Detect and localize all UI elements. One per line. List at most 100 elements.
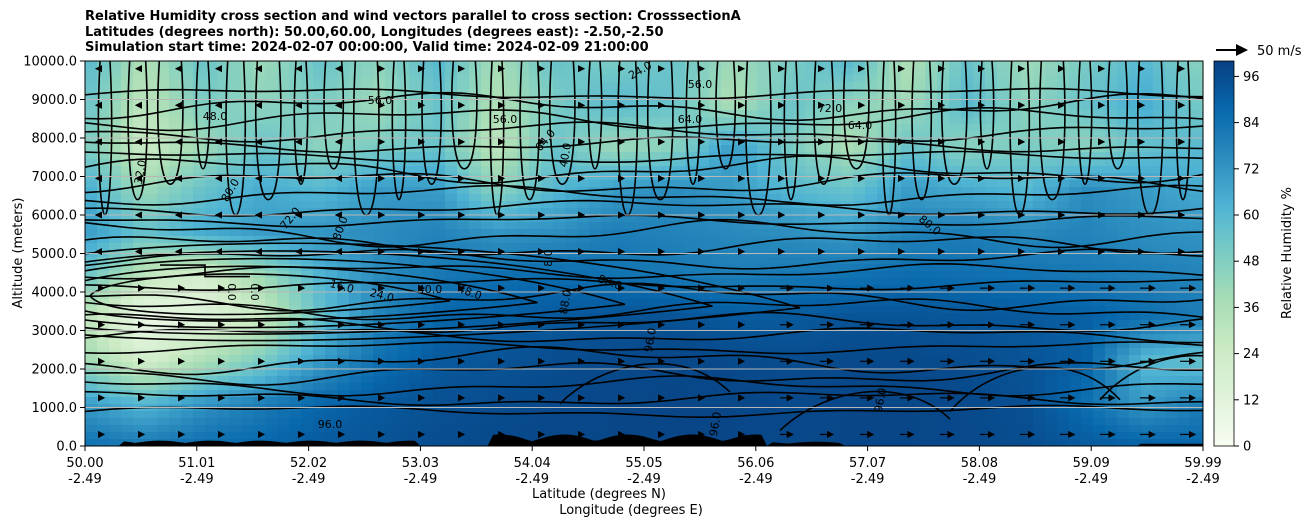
rh-cell [337, 138, 350, 146]
rh-cell [373, 292, 386, 300]
rh-cell [421, 215, 434, 223]
rh-cell [277, 320, 290, 328]
rh-cell [1105, 348, 1118, 356]
rh-cell [1069, 215, 1082, 223]
rh-cell [1129, 411, 1142, 419]
rh-cell [313, 390, 326, 398]
rh-cell [817, 257, 830, 265]
rh-cell [1153, 89, 1166, 97]
rh-cell [1153, 418, 1166, 426]
rh-cell [289, 180, 302, 188]
rh-cell [1093, 89, 1106, 97]
rh-cell [1045, 383, 1058, 391]
rh-cell [385, 75, 398, 83]
rh-cell [1069, 257, 1082, 265]
rh-cell [685, 110, 698, 118]
rh-cell [397, 117, 410, 125]
rh-cell [1153, 264, 1166, 272]
rh-cell [325, 341, 338, 349]
rh-cell [1057, 264, 1070, 272]
rh-cell [481, 103, 494, 111]
rh-cell [973, 285, 986, 293]
rh-cell [205, 61, 218, 69]
rh-cell [613, 292, 626, 300]
rh-cell [397, 229, 410, 237]
rh-cell [985, 124, 998, 132]
rh-cell [109, 341, 122, 349]
rh-cell [109, 117, 122, 125]
rh-cell [901, 159, 914, 167]
rh-cell [757, 180, 770, 188]
rh-cell [1033, 348, 1046, 356]
rh-cell [313, 397, 326, 405]
rh-cell [145, 89, 158, 97]
chart-title: Relative Humidity cross section and wind… [85, 9, 741, 56]
rh-cell [1117, 383, 1130, 391]
rh-cell [973, 299, 986, 307]
rh-cell [721, 159, 734, 167]
rh-cell [517, 187, 530, 195]
rh-cell [1093, 313, 1106, 321]
rh-cell [757, 341, 770, 349]
rh-cell [493, 411, 506, 419]
rh-cell [817, 376, 830, 384]
rh-cell [577, 215, 590, 223]
rh-cell [1069, 334, 1082, 342]
rh-cell [1117, 348, 1130, 356]
rh-cell [637, 187, 650, 195]
rh-cell [313, 138, 326, 146]
rh-cell [1189, 278, 1202, 286]
rh-cell [757, 299, 770, 307]
rh-cell [529, 208, 542, 216]
rh-cell [577, 376, 590, 384]
rh-cell [1009, 152, 1022, 160]
rh-cell [613, 243, 626, 251]
rh-cell [505, 89, 518, 97]
rh-cell [757, 320, 770, 328]
rh-cell [661, 152, 674, 160]
rh-cell [625, 418, 638, 426]
rh-cell [1069, 348, 1082, 356]
rh-cell [577, 159, 590, 167]
rh-cell [1141, 166, 1154, 174]
rh-cell [445, 201, 458, 209]
rh-cell [1153, 397, 1166, 405]
rh-cell [1153, 271, 1166, 279]
rh-cell [649, 187, 662, 195]
rh-cell [433, 313, 446, 321]
rh-cell [1057, 348, 1070, 356]
rh-cell [337, 201, 350, 209]
rh-cell [349, 208, 362, 216]
rh-cell [289, 306, 302, 314]
rh-cell [1045, 82, 1058, 90]
rh-cell [133, 152, 146, 160]
rh-cell [589, 271, 602, 279]
rh-cell [157, 68, 170, 76]
rh-cell [733, 75, 746, 83]
rh-cell [685, 152, 698, 160]
rh-cell [1153, 236, 1166, 244]
rh-cell [157, 117, 170, 125]
rh-cell [457, 299, 470, 307]
rh-cell [1201, 159, 1203, 167]
rh-cell [1201, 75, 1203, 83]
rh-cell [877, 390, 890, 398]
rh-cell [457, 264, 470, 272]
rh-cell [937, 411, 950, 419]
rh-cell [361, 82, 374, 90]
rh-cell [181, 194, 194, 202]
rh-cell [901, 124, 914, 132]
rh-cell [97, 145, 110, 153]
rh-cell [901, 355, 914, 363]
rh-cell [325, 362, 338, 370]
rh-cell [577, 320, 590, 328]
rh-cell [361, 61, 374, 69]
rh-cell [853, 320, 866, 328]
rh-cell [289, 411, 302, 419]
rh-cell [541, 75, 554, 83]
rh-cell [109, 145, 122, 153]
rh-cell [169, 159, 182, 167]
rh-cell [637, 390, 650, 398]
rh-cell [517, 159, 530, 167]
rh-cell [169, 110, 182, 118]
